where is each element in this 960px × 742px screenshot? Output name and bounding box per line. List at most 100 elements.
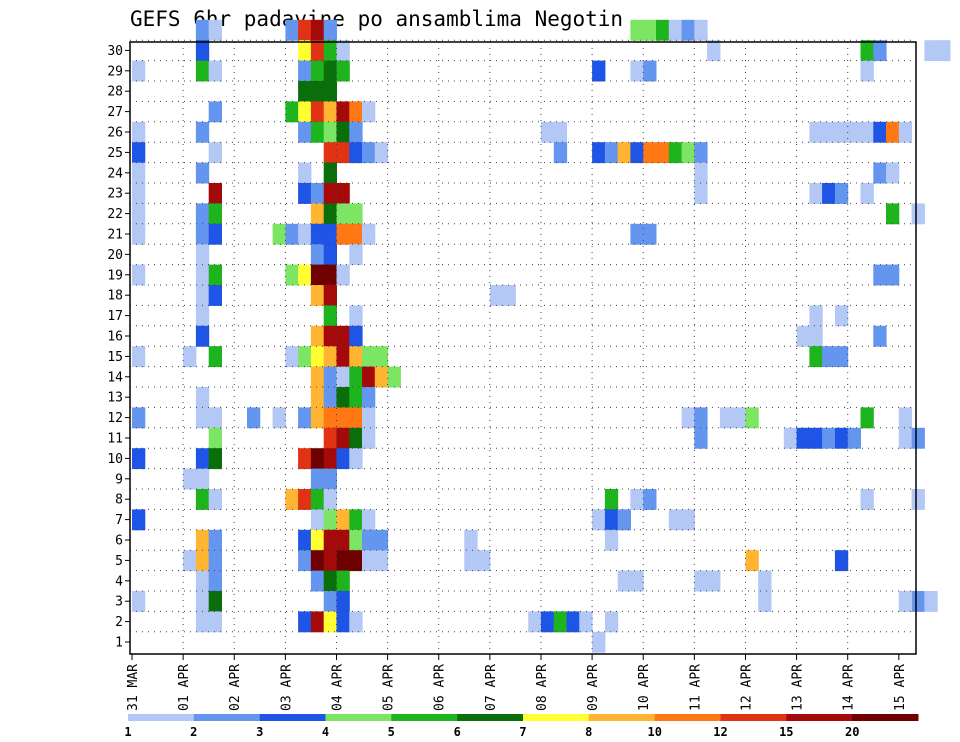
heatmap-cell — [745, 550, 759, 572]
heatmap-cell — [310, 244, 325, 266]
heatmap-cell — [310, 264, 325, 286]
y-tick-label: 22 — [107, 207, 123, 222]
heatmap-cell — [310, 366, 325, 388]
heatmap-cell — [630, 142, 644, 164]
heatmap-cell — [336, 509, 350, 531]
heatmap-cell — [323, 264, 337, 286]
heatmap-cell — [886, 162, 900, 184]
heatmap-cell — [323, 509, 337, 531]
heatmap-cell — [349, 611, 363, 633]
heatmap-cell — [681, 142, 695, 164]
heatmap-cell — [285, 19, 299, 41]
heatmap-cell — [195, 203, 210, 225]
y-tick-label: 18 — [107, 289, 123, 304]
heatmap-cell — [132, 203, 146, 225]
heatmap-cell — [834, 346, 849, 368]
heatmap-cell — [541, 611, 555, 633]
y-tick-label: 4 — [115, 574, 123, 589]
heatmap-cell — [310, 570, 325, 592]
heatmap-cell — [195, 529, 210, 551]
heatmap-cell — [336, 203, 350, 225]
heatmap-cell — [604, 611, 619, 633]
heatmap-cell — [681, 19, 695, 41]
heatmap-cell — [132, 591, 146, 612]
heatmap-cell — [195, 489, 210, 510]
heatmap-cell — [208, 427, 222, 449]
heatmap-cell — [898, 427, 913, 449]
heatmap-cell — [732, 407, 746, 429]
heatmap-cell — [208, 101, 222, 123]
heatmap-cell — [310, 325, 325, 347]
x-tick-label: 09 APR — [586, 664, 601, 711]
heatmap-cell — [298, 81, 312, 102]
y-tick-label: 1 — [115, 636, 123, 651]
heatmap-cell — [298, 121, 312, 143]
heatmap-cell — [553, 121, 568, 143]
heatmap-cell — [310, 203, 325, 225]
heatmap-cell — [873, 162, 887, 184]
heatmap-cell — [566, 611, 580, 633]
y-tick-label: 14 — [107, 370, 123, 385]
heatmap-cell — [873, 121, 887, 143]
heatmap-cell — [873, 264, 887, 286]
heatmap-cell — [310, 346, 325, 368]
heatmap-cell — [195, 244, 210, 266]
heatmap-cell — [183, 468, 197, 490]
y-tick-label: 2 — [115, 615, 123, 630]
heatmap-cell — [310, 387, 325, 408]
heatmap-cell — [310, 489, 325, 510]
heatmap-cell — [310, 448, 325, 470]
heatmap-cell — [208, 223, 222, 245]
colorbar-segment — [654, 714, 721, 721]
heatmap-cell — [924, 591, 938, 612]
heatmap-cell — [323, 223, 337, 245]
heatmap-cell — [310, 285, 325, 306]
heatmap-cell — [310, 81, 325, 102]
heatmap-cell — [643, 60, 657, 82]
heatmap-cell — [323, 325, 337, 347]
colorbar-segment — [523, 714, 590, 721]
x-tick-label: 06 APR — [433, 664, 448, 711]
heatmap-cell — [758, 570, 772, 592]
y-tick-label: 20 — [107, 248, 123, 263]
heatmap-cell — [847, 427, 861, 449]
heatmap-cell — [643, 142, 657, 164]
heatmap-cell — [323, 285, 337, 306]
heatmap-cell — [132, 509, 146, 531]
y-tick-label: 6 — [115, 534, 123, 549]
heatmap-cell — [796, 325, 810, 347]
heatmap-cell — [617, 570, 631, 592]
heatmap-cell — [298, 223, 312, 245]
y-tick-label: 24 — [107, 166, 123, 181]
heatmap-cell — [592, 60, 606, 82]
heatmap-cell — [617, 509, 631, 531]
y-tick-label: 12 — [107, 411, 123, 426]
heatmap-cell — [208, 203, 222, 225]
colorbar-label: 2 — [190, 725, 197, 739]
heatmap-cell — [681, 509, 695, 531]
heatmap-cell — [886, 121, 900, 143]
heatmap-cell — [834, 305, 849, 327]
heatmap-cell — [195, 264, 210, 286]
heatmap-cell — [349, 407, 363, 429]
heatmap-cell — [362, 366, 376, 388]
heatmap-cell — [668, 19, 683, 41]
heatmap-cell — [323, 387, 337, 408]
heatmap-cell — [541, 121, 555, 143]
y-tick-label: 23 — [107, 187, 123, 202]
y-axis: 1234567891011121314151617181920212223242… — [107, 44, 130, 651]
heatmap-cell — [323, 203, 337, 225]
heatmap-cell — [656, 19, 670, 41]
heatmap-cell — [298, 19, 312, 41]
heatmap-cell — [323, 305, 337, 327]
heatmap-cell — [464, 550, 478, 572]
y-tick-label: 9 — [115, 472, 123, 487]
colorbar-label: 7 — [519, 725, 526, 739]
heatmap-cell — [707, 40, 721, 62]
heatmap-cell — [323, 121, 337, 143]
heatmap-cell — [336, 264, 350, 286]
colorbar-label: 20 — [845, 725, 859, 739]
colorbar-segment — [193, 714, 261, 721]
heatmap-cell — [809, 325, 823, 347]
